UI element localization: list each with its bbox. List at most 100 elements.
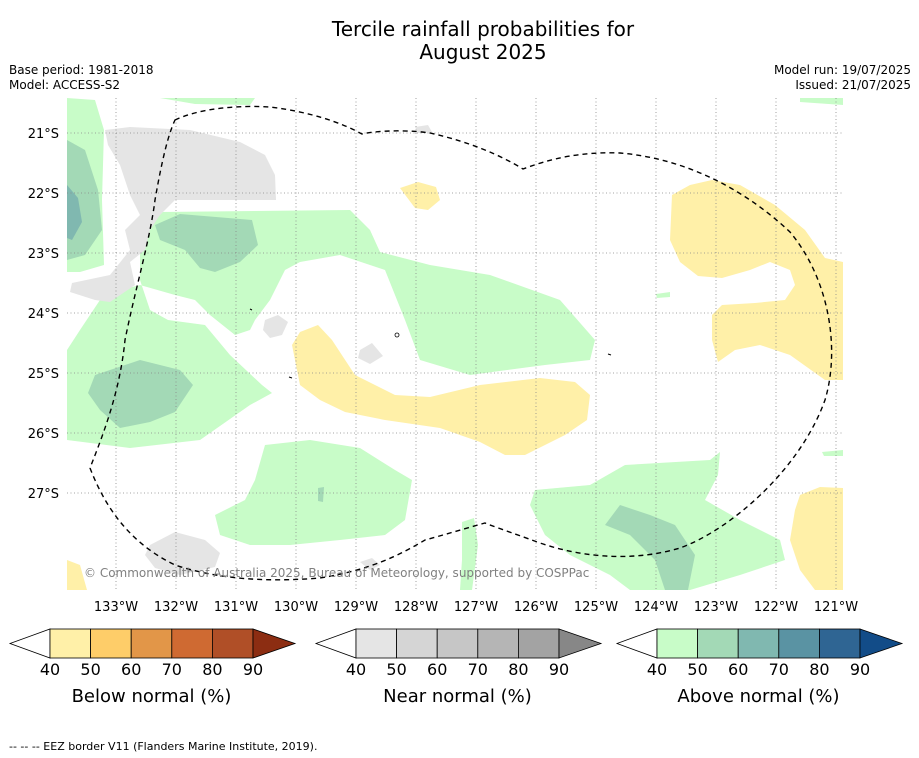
lat-label: 23°S xyxy=(28,247,59,262)
colorbar-near-cell xyxy=(477,628,519,659)
model-run: Model run: 19/07/2025 xyxy=(773,63,911,77)
above-normal-region-east-bottom xyxy=(822,450,843,456)
colorbar-below-title: Below normal (%) xyxy=(71,686,232,707)
below-normal-region-central xyxy=(292,325,590,455)
colorbar-above-tick: 40 xyxy=(646,660,668,679)
meta-left: Base period: 1981-2018 Model: ACCESS-S2 xyxy=(9,63,154,93)
colorbar-near-cell xyxy=(436,628,479,659)
lon-label: 130°W xyxy=(274,600,318,615)
lat-label: 24°S xyxy=(28,307,59,322)
above-normal-50-southeast xyxy=(605,505,695,590)
issued-date: Issued: 21/07/2025 xyxy=(795,78,911,92)
colorbar-near-tick: 70 xyxy=(467,660,488,679)
above-normal-50-dot xyxy=(318,487,324,502)
island-mark-4 xyxy=(607,353,612,356)
above-normal-region-north xyxy=(160,98,255,105)
colorbar-above-low-extend xyxy=(615,628,658,659)
colorbar-near-tick: 80 xyxy=(508,660,529,679)
colorbar-above-cell xyxy=(819,628,861,659)
colorbar-above-cell xyxy=(697,628,739,659)
lon-label: 124°W xyxy=(634,600,678,615)
lon-label: 121°W xyxy=(814,600,858,615)
map-title: Tercile rainfall probabilities for Augus… xyxy=(0,18,919,64)
colorbar-below-tick: 90 xyxy=(242,660,264,679)
above-normal-region-south-central xyxy=(215,440,412,545)
lon-label: 131°W xyxy=(214,600,258,615)
above-normal-60-west xyxy=(67,185,82,240)
colorbar-below-cell xyxy=(171,628,213,659)
meta-right: Model run: 19/07/2025 Issued: 21/07/2025 xyxy=(774,63,911,93)
above-normal-region-east-top xyxy=(800,98,843,105)
lat-label: 21°S xyxy=(28,127,59,142)
near-normal-region-south xyxy=(145,532,220,575)
colorbar-below-tick: 50 xyxy=(80,660,101,679)
colorbar-above-tick: 70 xyxy=(768,660,789,679)
above-normal-region-east-mid xyxy=(656,292,670,298)
island-mark-2 xyxy=(249,308,253,311)
colorbar-near-cell xyxy=(396,628,438,659)
colorbar-below-cell xyxy=(90,628,132,659)
lon-label: 128°W xyxy=(394,600,438,615)
eez-border xyxy=(89,105,833,581)
below-normal-region-small-north xyxy=(400,182,440,210)
colorbar-below-tick: 40 xyxy=(39,660,61,679)
colorbar-near-cell xyxy=(355,628,397,659)
lat-label: 25°S xyxy=(28,367,59,382)
colorbar-near-tick: 40 xyxy=(345,660,367,679)
above-normal-region-central xyxy=(67,210,595,448)
gridlines xyxy=(67,98,843,590)
title-line-1: Tercile rainfall probabilities for xyxy=(331,17,635,41)
lat-label: 26°S xyxy=(28,427,59,442)
lon-label: 126°W xyxy=(514,600,558,615)
lon-label: 132°W xyxy=(154,600,198,615)
colorbar-below-high-extend xyxy=(252,628,297,659)
below-normal-region-southwest xyxy=(67,560,87,590)
colorbar-above-cell xyxy=(778,628,820,659)
near-normal-region-top xyxy=(415,125,432,133)
colorbar-near-low-extend xyxy=(314,628,357,659)
colorbar-below-cell xyxy=(49,628,91,659)
lat-label: 22°S xyxy=(28,187,59,202)
below-normal-region-east xyxy=(670,180,843,380)
footer-note: -- -- -- EEZ border V11 (Flanders Marine… xyxy=(9,740,318,753)
colorbar-below-cell xyxy=(130,628,173,659)
near-normal-region-island2 xyxy=(358,343,383,364)
colorbar-below-cell xyxy=(211,628,254,659)
above-normal-50-central xyxy=(155,214,258,272)
colorbar-above-tick: 50 xyxy=(687,660,708,679)
colorbars xyxy=(8,628,904,659)
lon-label: 133°W xyxy=(94,600,138,615)
lat-labels: 21°S 22°S 23°S 24°S 25°S 26°S 27°S xyxy=(28,127,59,502)
colorbar-above-cell xyxy=(656,628,698,659)
above-normal-50-southwest xyxy=(88,360,193,428)
colorbar-above-tick: 90 xyxy=(849,660,871,679)
colorbar-below-low-extend xyxy=(8,628,51,659)
island-mark-3 xyxy=(288,376,293,379)
colorbar-near-tick: 50 xyxy=(386,660,407,679)
lat-label: 27°S xyxy=(28,487,59,502)
colorbar-near-cell xyxy=(518,628,560,659)
near-normal-region-island1 xyxy=(263,315,288,338)
lon-label: 123°W xyxy=(694,600,738,615)
copyright-notice: © Commonwealth of Australia 2025, Bureau… xyxy=(84,566,590,580)
colorbar-above-high-extend xyxy=(859,628,904,659)
colorbar-below-tick: 70 xyxy=(161,660,182,679)
model-name: Model: ACCESS-S2 xyxy=(9,78,121,92)
colorbar-near-tick: 60 xyxy=(427,660,448,679)
colorbar-above-title: Above normal (%) xyxy=(677,686,840,707)
colorbar-near-tick: 90 xyxy=(548,660,570,679)
island-mark-1 xyxy=(394,332,400,338)
probability-fields xyxy=(67,98,843,590)
near-normal-region-north xyxy=(70,127,276,302)
base-period: Base period: 1981-2018 xyxy=(9,63,154,77)
title-line-2: August 2025 xyxy=(419,40,547,64)
colorbar-above-tick: 60 xyxy=(728,660,749,679)
lon-label: 122°W xyxy=(754,600,798,615)
lon-labels: 133°W 132°W 131°W 130°W 129°W 128°W 127°… xyxy=(94,600,858,615)
colorbar-above-cell xyxy=(737,628,780,659)
lon-label: 127°W xyxy=(454,600,498,615)
above-normal-region-south-small xyxy=(460,518,478,590)
lon-label: 125°W xyxy=(574,600,618,615)
colorbar-near-high-extend xyxy=(558,628,603,659)
